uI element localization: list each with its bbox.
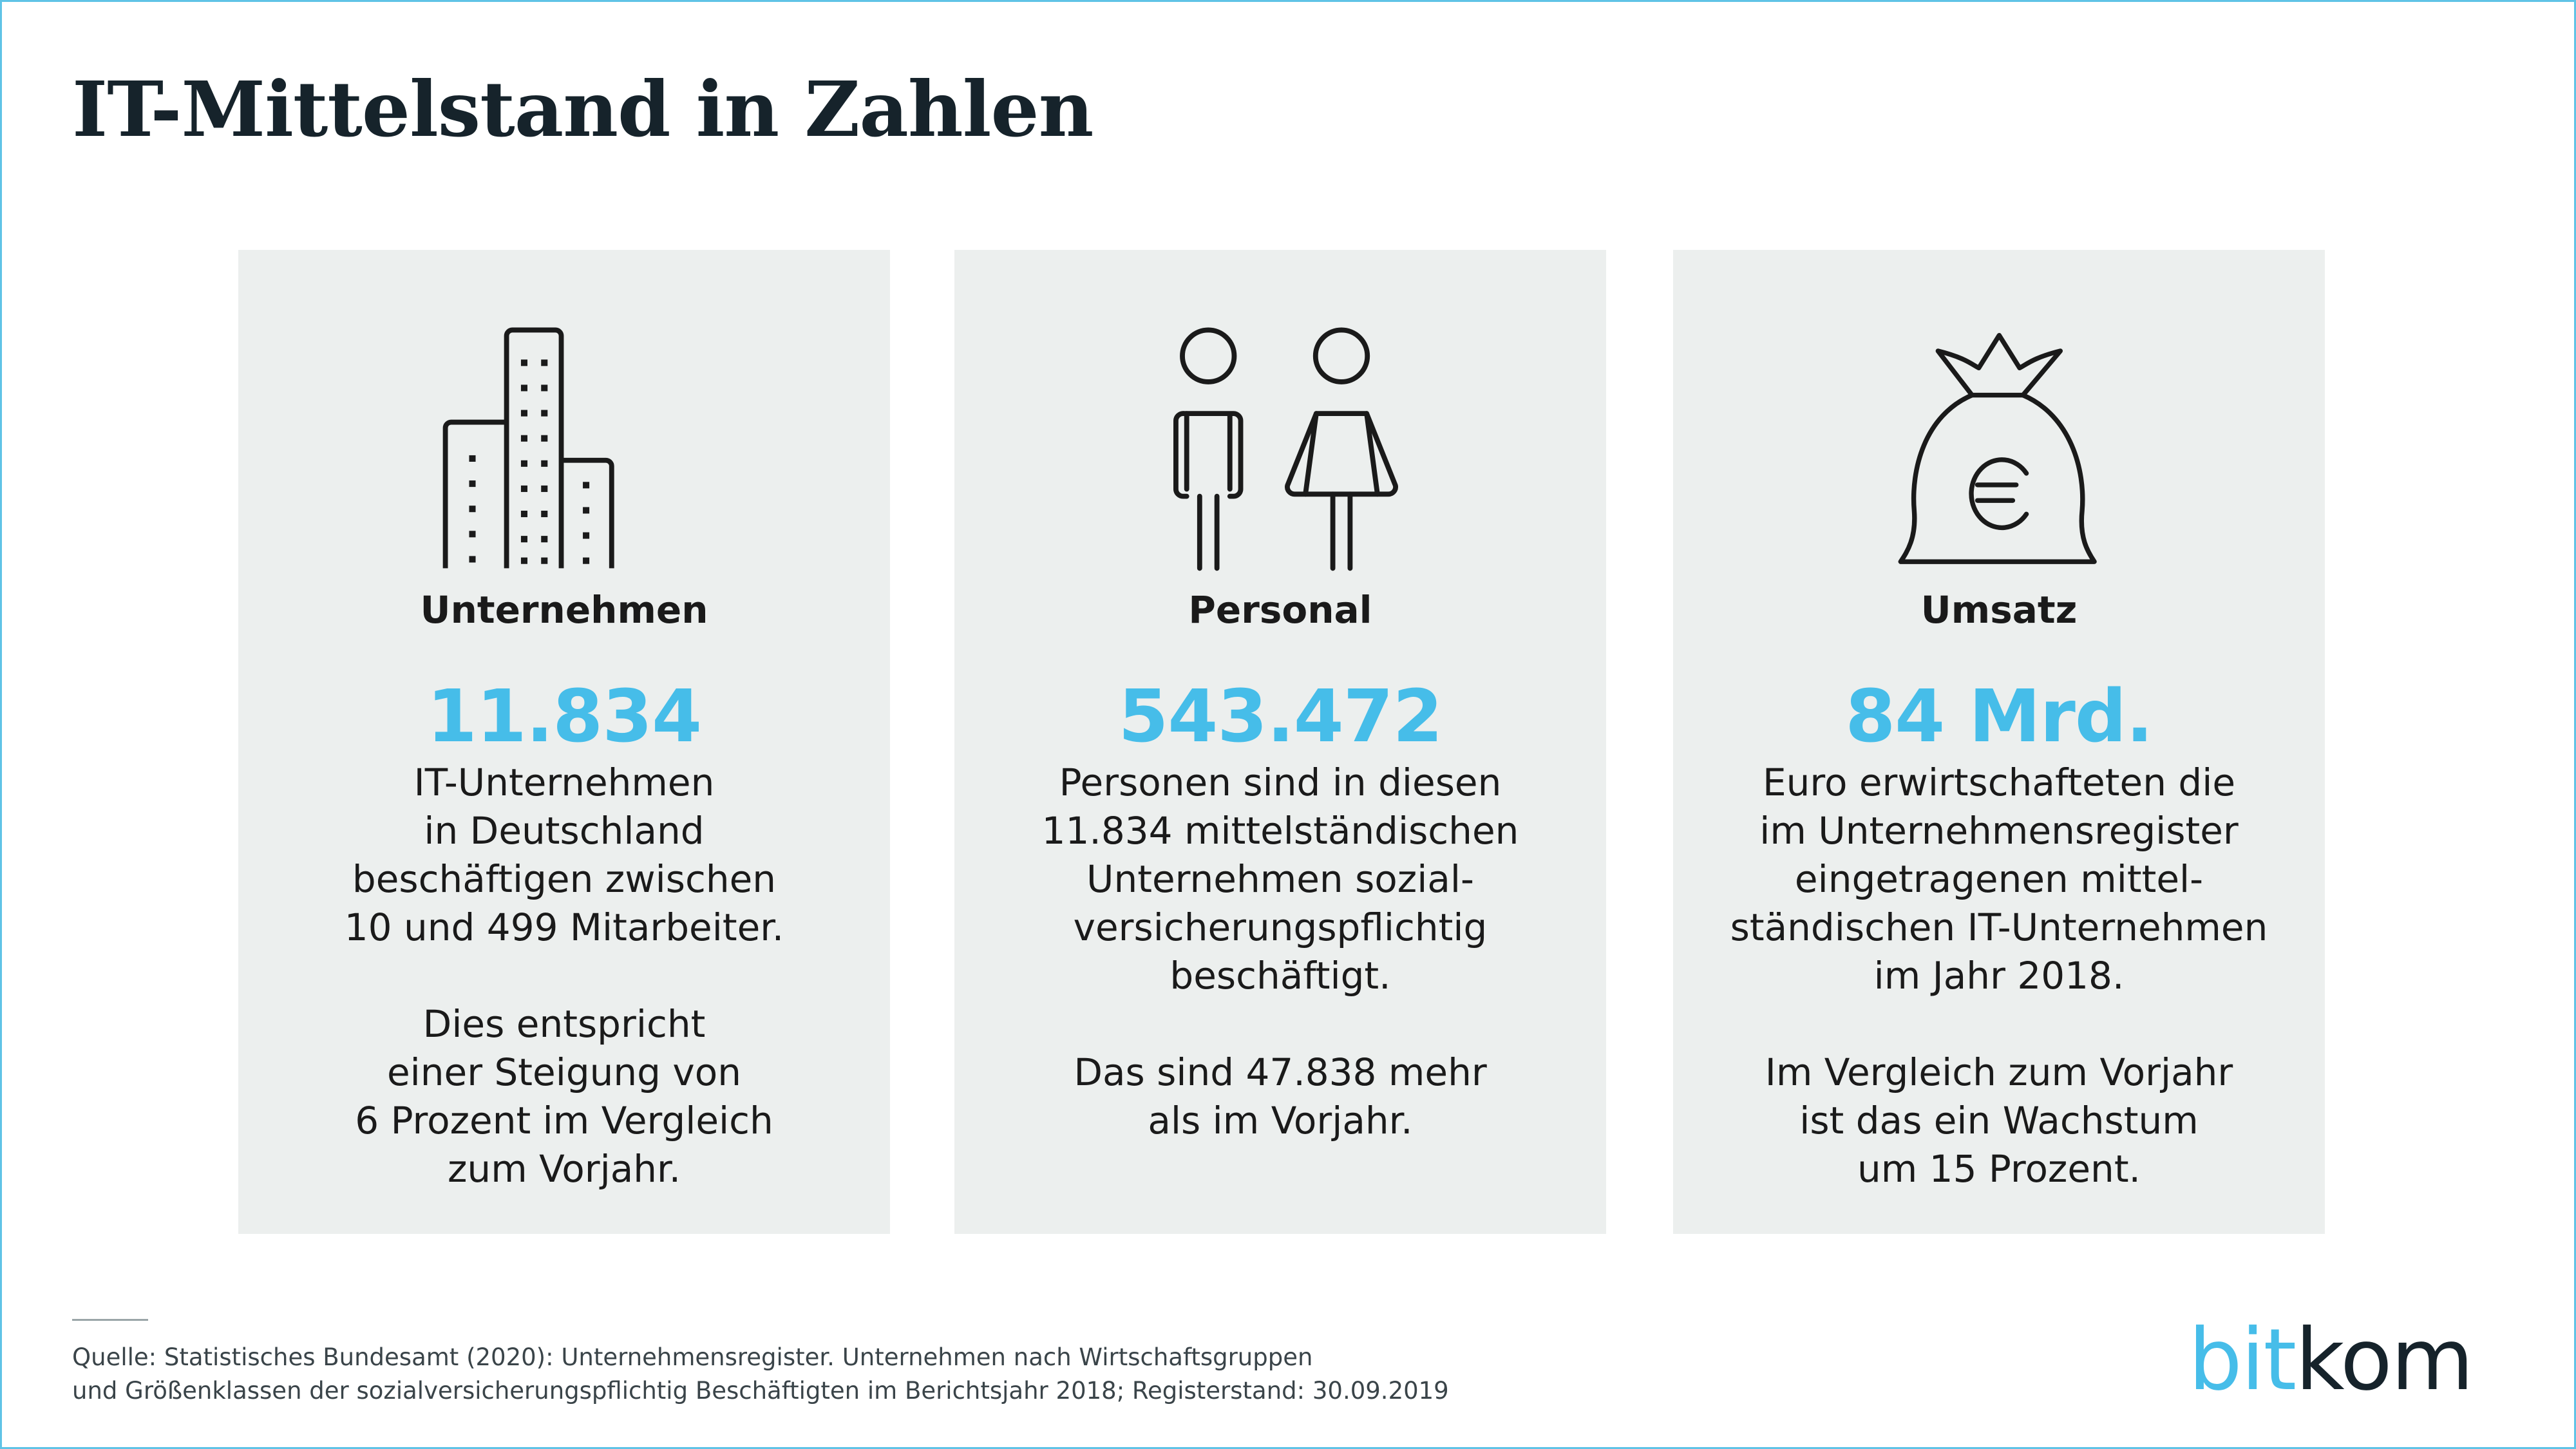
money-bag-euro-icon (1673, 327, 2325, 572)
card-personal: Personal 543.472 Personen sind in diesen… (954, 250, 1606, 1234)
card-umsatz: Umsatz 84 Mrd. Euro erwirtschafteten die… (1673, 250, 2325, 1234)
source-line: und Größenklassen der sozialversicherung… (72, 1377, 1449, 1405)
card-description: IT-Unternehmen in Deutschland beschäftig… (251, 759, 877, 1242)
card-unternehmen: Unternehmen 11.834 IT-Unternehmen in Deu… (238, 250, 890, 1234)
card-paragraph: Dies entspricht einer Steigung von 6 Pro… (355, 1002, 773, 1191)
logo-part: bit (2188, 1311, 2297, 1410)
card-label: Unternehmen (420, 588, 708, 632)
card-paragraph: Personen sind in diesen 11.834 mittelstä… (1041, 761, 1519, 998)
card-description: Personen sind in diesen 11.834 mittelstä… (967, 759, 1593, 1193)
card-paragraph: IT-Unternehmen in Deutschland beschäftig… (344, 761, 784, 949)
people-icon (954, 327, 1606, 572)
buildings-icon (238, 327, 890, 572)
source-note: Quelle: Statistisches Bundesamt (2020): … (72, 1341, 1449, 1408)
card-value: 11.834 (426, 675, 702, 759)
page-title: IT-Mittelstand in Zahlen (72, 64, 1094, 154)
card-paragraph: Das sind 47.838 mehr als im Vorjahr. (1074, 1050, 1487, 1142)
logo-part: kom (2295, 1311, 2474, 1410)
bitkom-logo: bitkom (2188, 1311, 2474, 1410)
card-value: 84 Mrd. (1845, 675, 2153, 759)
card-value: 543.472 (1118, 675, 1443, 759)
card-paragraph: Im Vergleich zum Vorjahr ist das ein Wac… (1765, 1050, 2233, 1191)
card-paragraph: Euro erwirtschafteten die im Unternehmen… (1730, 761, 2268, 998)
source-line: Quelle: Statistisches Bundesamt (2020): … (72, 1343, 1313, 1371)
card-description: Euro erwirtschafteten die im Unternehmen… (1686, 759, 2312, 1242)
source-divider (72, 1319, 148, 1321)
card-label: Umsatz (1920, 588, 2078, 632)
card-label: Personal (1188, 588, 1372, 632)
